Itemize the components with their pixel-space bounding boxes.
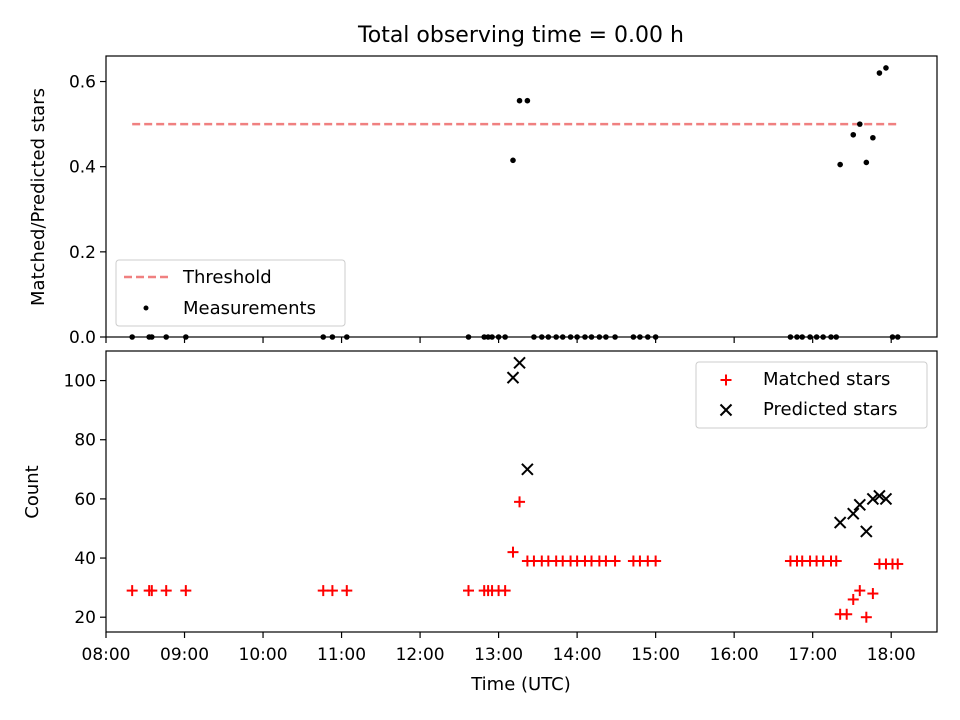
matched-stars-point [126, 585, 138, 597]
matched-stars-point [462, 585, 474, 597]
y-tick-label: 40 [74, 549, 96, 569]
y-tick-label: 20 [74, 608, 96, 628]
threshold-legend-label: Threshold [182, 267, 272, 288]
y-tick-label: 0.4 [69, 158, 96, 178]
counts-plot-area [126, 356, 904, 623]
panel-ratio: 0.0 0.2 0.4 0.6 Matched/Predicted stars Thr… [28, 55, 938, 348]
predicted-stars-point [853, 498, 866, 512]
matched-stars-point [326, 585, 338, 597]
matched-stars-point [650, 555, 662, 567]
ratio-y-axis-label: Matched/Predicted stars [28, 88, 49, 306]
matched-stars-legend-label: Matched stars [763, 369, 890, 390]
y-tick-label: 100 [64, 372, 96, 392]
x-tick-label: 08:00 [82, 645, 131, 665]
counts-legend: Matched stars Predicted stars [695, 361, 928, 429]
x-tick-label: 09:00 [160, 645, 209, 665]
predicted-stars-legend-label: Predicted stars [763, 399, 897, 420]
matched-stars-point [830, 555, 842, 567]
measurements-point [516, 97, 523, 104]
y-tick-label: 0.0 [69, 328, 96, 348]
x-tick-label: 15:00 [631, 645, 680, 665]
predicted-stars-point [847, 507, 860, 520]
matched-stars-point [160, 585, 172, 597]
matched-stars-point [146, 585, 158, 597]
predicted-stars-legend-marker [719, 403, 733, 417]
measurements-point [510, 157, 516, 164]
measurements-point [837, 161, 843, 168]
x-axis-label: Time (UTC) [470, 674, 571, 695]
predicted-stars-point [513, 356, 526, 370]
x-tick-label: 16:00 [710, 645, 759, 665]
measurements-point [883, 65, 889, 71]
y-tick-label: 80 [74, 431, 96, 451]
ratio-legend-box [115, 259, 346, 327]
matched-stars-point [892, 558, 904, 570]
ratio-axes-frame [105, 55, 938, 338]
predicted-stars-point [873, 489, 886, 503]
measurements-point [870, 134, 876, 141]
counts-x-axis: 08:00 09:00 10:00 11:00 12:00 13:00 14:00 15:00… [82, 632, 916, 665]
y-tick-label: 0.6 [69, 73, 96, 93]
matched-stars-point [180, 585, 192, 597]
x-tick-label: 13:00 [474, 645, 523, 665]
ratio-legend: Threshold Measurements [115, 259, 346, 327]
counts-y-axis: 20 40 60 80 100 [64, 372, 106, 628]
measurements-point [850, 131, 857, 138]
measurements-legend-label: Measurements [183, 298, 316, 319]
counts-axes-frame [105, 350, 938, 633]
matched-stars-point [507, 546, 519, 558]
predicted-stars-point [860, 525, 873, 538]
counts-y-axis-label: Count [22, 465, 43, 518]
measurements-point [856, 121, 863, 127]
measurements-point [863, 159, 870, 166]
matched-stars-point [341, 585, 353, 597]
matched-stars-point [854, 585, 866, 597]
matched-stars-legend-plus [720, 374, 732, 386]
predicted-stars-point [521, 463, 534, 476]
x-tick-label: 12:00 [396, 645, 445, 665]
x-tick-label: 14:00 [553, 645, 602, 665]
y-tick-label: 0.2 [69, 243, 96, 263]
measurements-legend-marker [143, 305, 149, 311]
ratio-y-axis: 0.0 0.2 0.4 0.6 [69, 73, 106, 348]
matched-stars-point [514, 496, 526, 508]
counts-legend-box [695, 361, 928, 429]
x-tick-label: 11:00 [317, 645, 366, 665]
chart-title: Total observing time = 0.00 h [357, 23, 684, 48]
ratio-x-axis [105, 337, 892, 343]
measurements-point [524, 97, 531, 104]
matched-stars-legend-marker [720, 374, 732, 386]
matched-stars-point [841, 608, 853, 620]
predicted-stars-legend-cross [719, 403, 733, 417]
x-tick-label: 10:00 [239, 645, 288, 665]
y-tick-label: 60 [74, 490, 96, 510]
predicted-stars-point [866, 492, 880, 506]
x-tick-label: 17:00 [788, 645, 837, 665]
x-tick-label: 18:00 [867, 645, 916, 665]
matched-stars-point [860, 611, 872, 623]
predicted-stars-point [506, 371, 520, 384]
matched-stars-point [847, 593, 859, 605]
matched-stars-point [499, 585, 511, 597]
matched-stars-point [609, 555, 621, 567]
predicted-stars-point [833, 516, 847, 529]
panel-counts: 20 40 60 80 100 08:00 09:00 10:00 11:00 12:00 13:… [22, 350, 938, 695]
measurements-point [876, 70, 883, 76]
predicted-stars-point [879, 492, 893, 506]
matched-stars-point [867, 588, 879, 600]
